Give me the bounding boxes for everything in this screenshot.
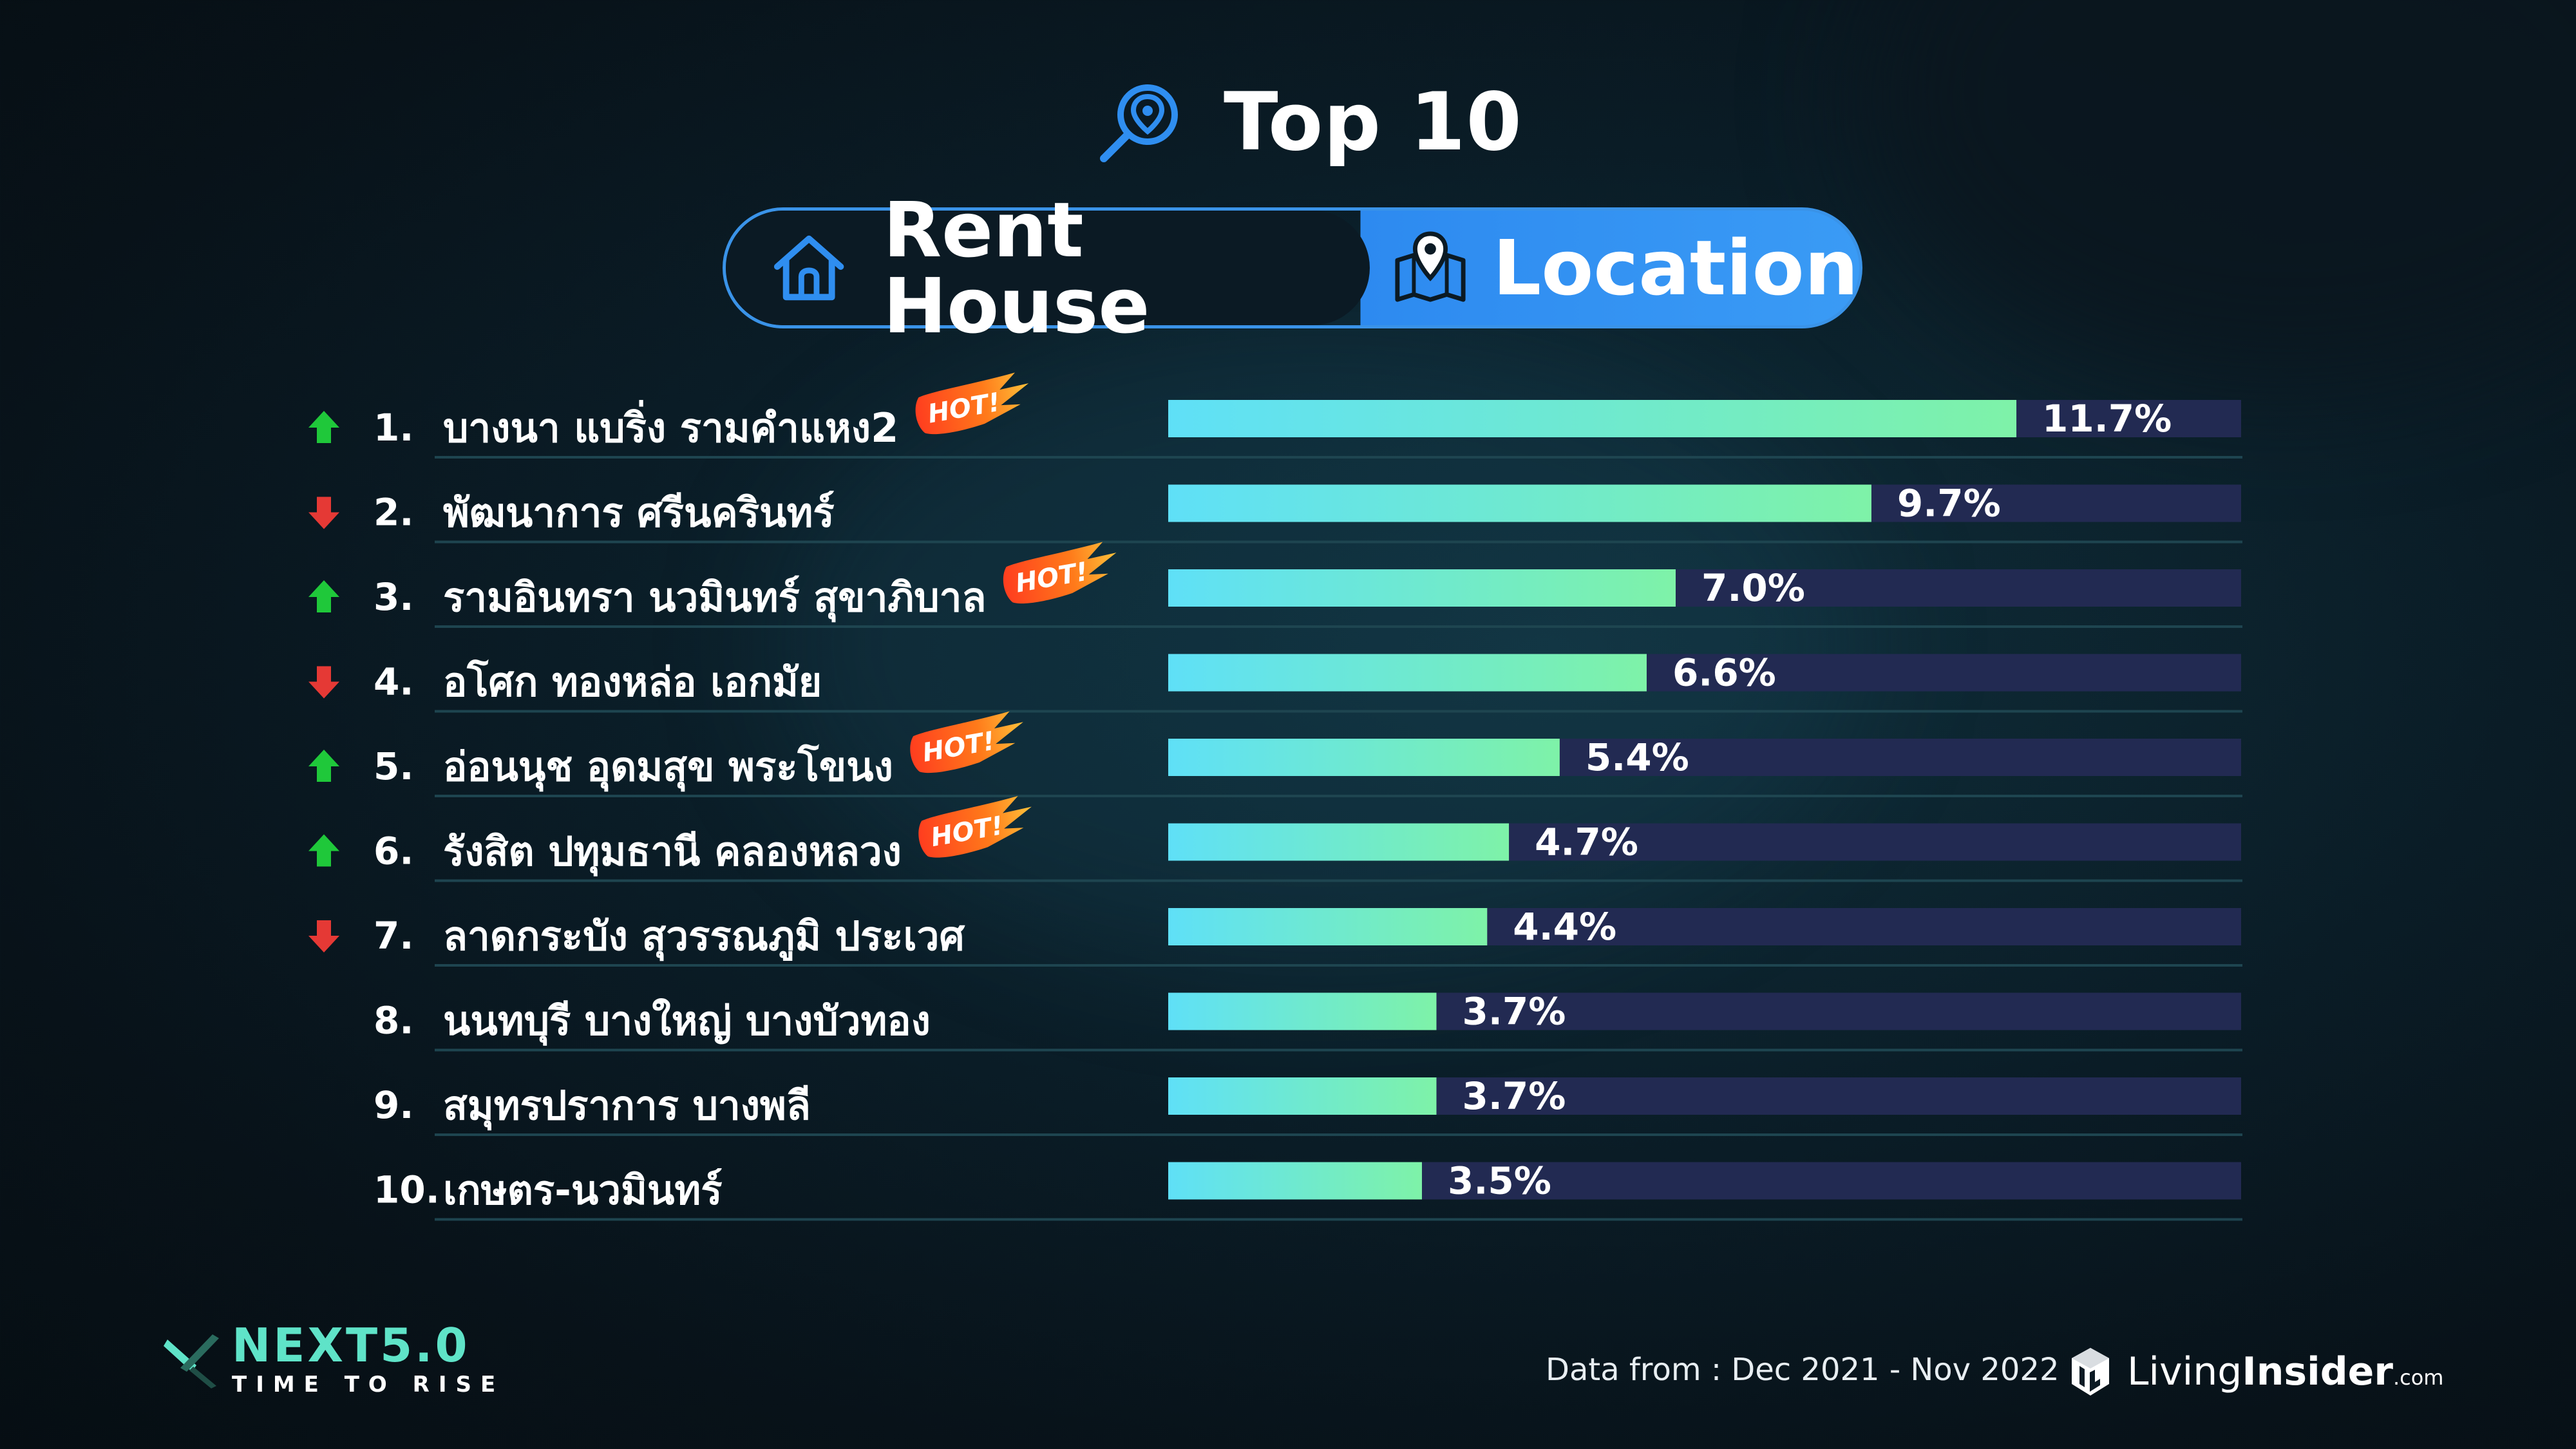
bar bbox=[1168, 1077, 1437, 1115]
hot-badge: HOT! bbox=[915, 372, 1029, 435]
value-label: 3.5% bbox=[1448, 1159, 1551, 1203]
hot-flame-shape bbox=[910, 711, 1023, 773]
value-label: 11.7% bbox=[2042, 397, 2172, 440]
next-x-icon bbox=[164, 1334, 219, 1388]
next-brand-name: NEXT5.0 bbox=[232, 1318, 470, 1372]
rank-label: 6. bbox=[374, 829, 413, 873]
chart-row: 4. อโศก ทองหล่อ เอกมัย 6.6% bbox=[308, 651, 2242, 713]
bar bbox=[1168, 400, 2017, 437]
tab-rent-house[interactable]: Rent House bbox=[726, 192, 1370, 344]
rank-label: 8. bbox=[374, 999, 413, 1043]
value-label: 6.6% bbox=[1672, 651, 1776, 695]
livinginsider-cube-icon bbox=[2072, 1348, 2109, 1396]
category-label: รามอินทรา นวมินทร์ สุขาภิบาล bbox=[443, 574, 986, 622]
tab-location-label: Location bbox=[1493, 223, 1859, 312]
rank-label: 4. bbox=[374, 660, 413, 704]
category-label: พัฒนาการ ศรีนครินทร์ bbox=[443, 489, 835, 536]
bar bbox=[1168, 823, 1510, 861]
house-icon bbox=[773, 235, 844, 301]
next-brand-tagline: TIME TO RISE bbox=[232, 1372, 505, 1397]
value-label: 5.4% bbox=[1586, 735, 1689, 779]
bar bbox=[1168, 739, 1560, 776]
category-label: รังสิต ปทุมธานี คลองหลวง bbox=[443, 828, 902, 876]
category-label: อ่อนนุช อุดมสุข พระโขนง bbox=[443, 743, 893, 791]
data-source-note: Data from : Dec 2021 - Nov 2022 bbox=[1546, 1352, 2060, 1388]
category-label: บางนา แบริ่ง รามคำแหง2 bbox=[443, 400, 898, 451]
value-label: 4.7% bbox=[1535, 820, 1638, 864]
category-label: ลาดกระบัง สุวรรณภูมิ ประเวศ bbox=[443, 913, 965, 961]
hot-flame-shape bbox=[915, 372, 1029, 435]
trend-down-arrow-icon bbox=[308, 666, 339, 699]
rank-label: 3. bbox=[374, 575, 413, 619]
chart-row: 6. รังสิต ปทุมธานี คลองหลวง 4.7% HOT! bbox=[308, 796, 2242, 882]
value-label: 4.4% bbox=[1513, 905, 1616, 949]
rank-label: 2. bbox=[374, 491, 413, 535]
rank-label: 7. bbox=[374, 914, 413, 958]
rank-label: 5. bbox=[374, 744, 413, 788]
chart-row: 10. เกษตร-นวมินทร์ 3.5% bbox=[374, 1159, 2242, 1221]
trend-down-arrow-icon bbox=[308, 920, 339, 952]
trend-up-arrow-icon bbox=[308, 411, 339, 443]
category-label: นนทบุรี บางใหญ่ บางบัวทอง bbox=[443, 998, 931, 1046]
chart-row: 8. นนทบุรี บางใหญ่ บางบัวทอง 3.7% bbox=[374, 990, 2242, 1052]
rank-label: 9. bbox=[374, 1083, 413, 1127]
bar bbox=[1168, 484, 1871, 522]
hot-flame-shape bbox=[918, 796, 1032, 858]
category-label: เกษตร-นวมินทร์ bbox=[443, 1167, 723, 1214]
map-pin-icon bbox=[1395, 231, 1466, 302]
category-label: อโศก ทองหล่อ เอกมัย bbox=[443, 659, 822, 706]
value-label: 7.0% bbox=[1701, 566, 1805, 610]
hot-badge: HOT! bbox=[910, 711, 1023, 773]
tab-location[interactable]: Location bbox=[1392, 211, 1859, 325]
livinginsider-logo: LivingInsider.com bbox=[2070, 1340, 2443, 1404]
value-label: 9.7% bbox=[1897, 482, 2001, 526]
title-text: Top 10 bbox=[1224, 76, 1522, 169]
bar bbox=[1168, 992, 1437, 1030]
bar bbox=[1168, 654, 1647, 692]
page-title: Top 10 bbox=[1095, 71, 1522, 174]
next-brand-logo: NEXT5.0 TIME TO RISE bbox=[161, 1317, 504, 1401]
chart-row: 1. บางนา แบริ่ง รามคำแหง2 11.7% HOT! bbox=[308, 372, 2242, 459]
tab-rent-house-label: Rent House bbox=[883, 185, 1150, 350]
chart-row: 7. ลาดกระบัง สุวรรณภูมิ ประเวศ 4.4% bbox=[308, 905, 2242, 967]
value-label: 3.7% bbox=[1463, 990, 1566, 1034]
hot-badge: HOT! bbox=[1003, 542, 1117, 604]
chart-row: 5. อ่อนนุช อุดมสุข พระโขนง 5.4% HOT! bbox=[308, 711, 2242, 797]
chart-row: 9. สมุทรปราการ บางพลี 3.7% bbox=[374, 1074, 2242, 1136]
bar bbox=[1168, 569, 1676, 607]
category-label: สมุทรปราการ บางพลี bbox=[443, 1082, 811, 1130]
hot-badge: HOT! bbox=[918, 796, 1032, 858]
rank-label: 10. bbox=[374, 1168, 440, 1212]
trend-up-arrow-icon bbox=[308, 580, 339, 612]
trend-up-arrow-icon bbox=[308, 834, 339, 867]
location-search-icon bbox=[1100, 84, 1178, 162]
trend-down-arrow-icon bbox=[308, 497, 339, 529]
bar bbox=[1168, 908, 1488, 945]
chart-row: 2. พัฒนาการ ศรีนครินทร์ 9.7% bbox=[308, 482, 2242, 544]
chart-row: 3. รามอินทรา นวมินทร์ สุขาภิบาล 7.0% HOT! bbox=[308, 542, 2242, 628]
hot-flame-shape bbox=[1003, 542, 1117, 604]
livinginsider-wordmark: LivingInsider.com bbox=[2127, 1349, 2444, 1394]
trend-up-arrow-icon bbox=[308, 750, 339, 782]
category-pill: Rent House Location bbox=[723, 192, 1862, 344]
bar bbox=[1168, 1162, 1422, 1200]
value-label: 3.7% bbox=[1463, 1074, 1566, 1118]
rank-label: 1. bbox=[374, 406, 413, 450]
